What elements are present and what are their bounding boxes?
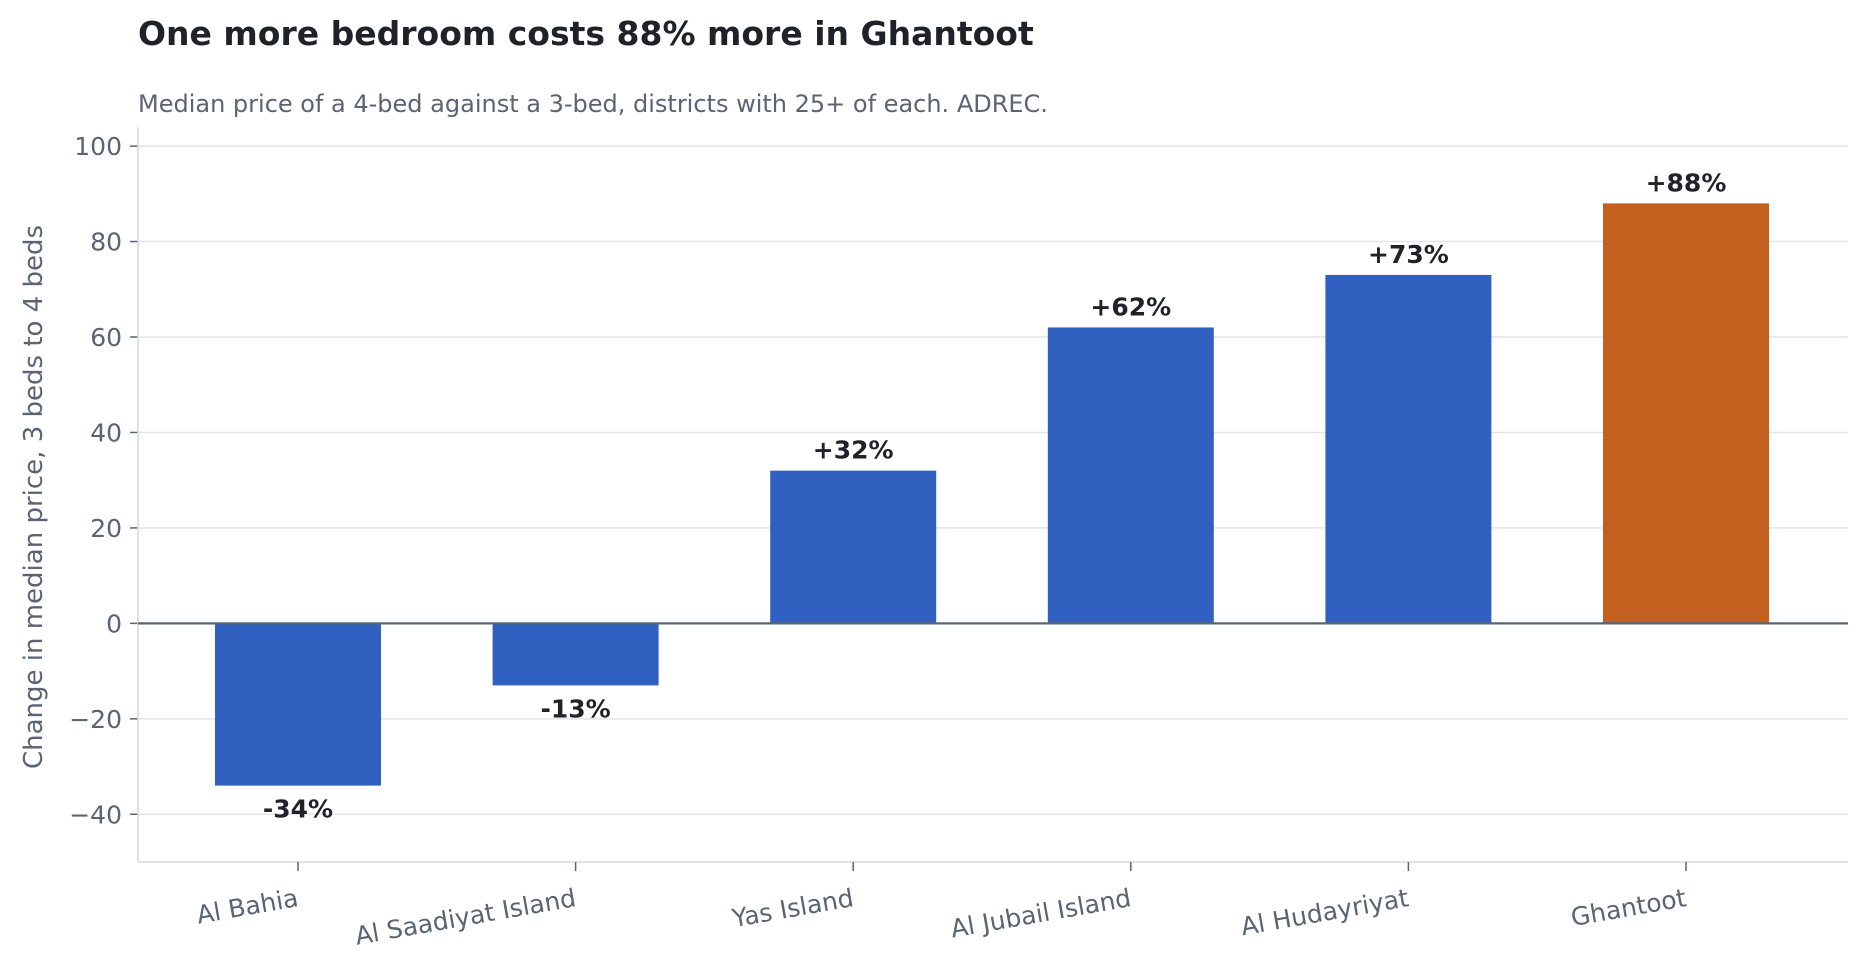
x-tick-label: Al Hudayriyat: [1239, 883, 1411, 941]
bar-al-hudayriyat: [1325, 274, 1492, 624]
bar-yas-island: [770, 470, 937, 624]
data-label: +32%: [813, 436, 894, 465]
bar-ghantoot: [1603, 203, 1769, 624]
bar-al-saadiyat-island: [492, 623, 659, 686]
y-tick-label: 20: [90, 514, 122, 543]
x-tick-label: Al Saadiyat Island: [353, 883, 578, 950]
bar-al-jubail-island: [1047, 327, 1214, 624]
y-tick-label: 80: [90, 228, 122, 257]
data-label: +88%: [1646, 168, 1727, 197]
chart-title: One more bedroom costs 88% more in Ghant…: [138, 14, 1034, 53]
y-tick-label: 40: [90, 418, 122, 447]
data-label: +73%: [1368, 240, 1449, 269]
y-tick-label: 0: [106, 609, 122, 638]
axis-layer: [130, 127, 1848, 871]
y-tick-label: 60: [90, 323, 122, 352]
x-tick-label: Yas Island: [729, 883, 856, 933]
chart-subtitle: Median price of a 4-bed against a 3-bed,…: [138, 90, 1048, 118]
y-tick-label: −40: [69, 800, 122, 829]
y-axis-title: Change in median price, 3 beds to 4 beds: [19, 225, 49, 769]
data-label: -13%: [540, 694, 610, 723]
data-label: -34%: [263, 795, 333, 824]
data-label: +62%: [1090, 292, 1171, 321]
grid-layer: [138, 145, 1848, 816]
x-tick-label: Al Bahia: [194, 883, 300, 929]
y-tick-label: 100: [74, 132, 122, 161]
y-tick-label: −20: [69, 705, 122, 734]
bar-al-bahia: [215, 623, 381, 786]
x-tick-label: Ghantoot: [1569, 883, 1689, 932]
x-tick-label: Al Jubail Island: [948, 883, 1133, 943]
bar-layer: [215, 203, 1769, 786]
